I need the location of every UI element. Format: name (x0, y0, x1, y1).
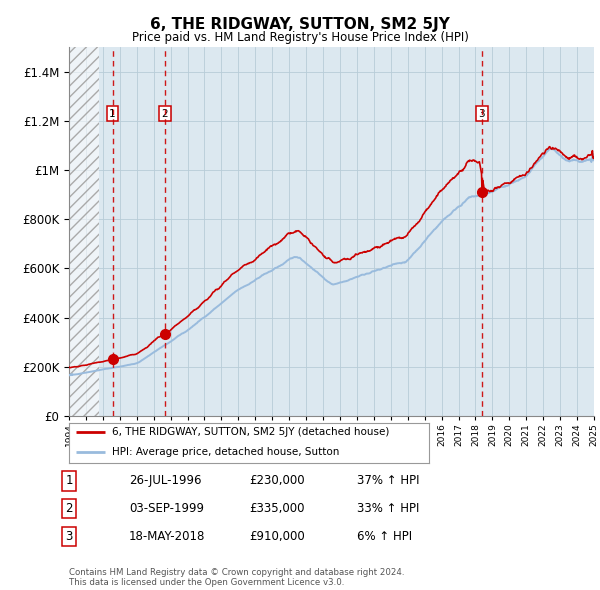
Text: 3: 3 (479, 109, 485, 119)
Text: Contains HM Land Registry data © Crown copyright and database right 2024.
This d: Contains HM Land Registry data © Crown c… (69, 568, 404, 587)
Text: 2: 2 (162, 109, 169, 119)
Text: 1: 1 (109, 109, 116, 119)
Bar (69, 47, 98, 416)
Text: £230,000: £230,000 (249, 474, 305, 487)
Text: 2: 2 (65, 502, 73, 515)
Text: 18-MAY-2018: 18-MAY-2018 (129, 530, 205, 543)
Text: 3: 3 (65, 530, 73, 543)
Text: £910,000: £910,000 (249, 530, 305, 543)
Text: 37% ↑ HPI: 37% ↑ HPI (357, 474, 419, 487)
Text: 33% ↑ HPI: 33% ↑ HPI (357, 502, 419, 515)
Text: Price paid vs. HM Land Registry's House Price Index (HPI): Price paid vs. HM Land Registry's House … (131, 31, 469, 44)
Text: £335,000: £335,000 (249, 502, 305, 515)
Text: 6, THE RIDGWAY, SUTTON, SM2 5JY (detached house): 6, THE RIDGWAY, SUTTON, SM2 5JY (detache… (112, 427, 389, 437)
Text: 03-SEP-1999: 03-SEP-1999 (129, 502, 204, 515)
Text: HPI: Average price, detached house, Sutton: HPI: Average price, detached house, Sutt… (112, 447, 340, 457)
Text: 1: 1 (65, 474, 73, 487)
Bar (69, 47, 98, 416)
Text: 26-JUL-1996: 26-JUL-1996 (129, 474, 202, 487)
Text: 6% ↑ HPI: 6% ↑ HPI (357, 530, 412, 543)
Text: 6, THE RIDGWAY, SUTTON, SM2 5JY: 6, THE RIDGWAY, SUTTON, SM2 5JY (150, 17, 450, 31)
